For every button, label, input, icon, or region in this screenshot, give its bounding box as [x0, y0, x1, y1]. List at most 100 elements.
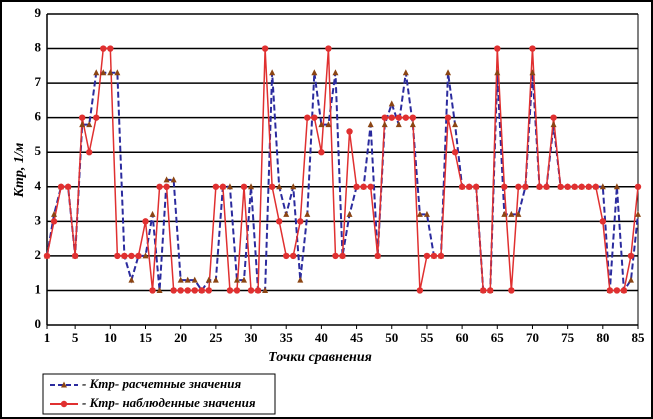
marker: [599, 218, 607, 225]
legend-marker: [61, 381, 67, 388]
marker: [452, 121, 459, 128]
marker: [233, 287, 241, 294]
marker: [606, 287, 614, 294]
marker: [550, 114, 557, 121]
marker: [121, 252, 128, 260]
marker: [93, 69, 100, 76]
marker: [360, 183, 367, 190]
marker: [388, 114, 395, 121]
marker: [437, 252, 445, 260]
marker: [381, 114, 388, 121]
marker: [184, 287, 191, 294]
marker: [571, 183, 578, 190]
marker: [149, 287, 156, 294]
x-tick-label: 65: [491, 330, 505, 345]
marker: [445, 69, 452, 76]
y-tick-label: 9: [35, 5, 42, 20]
marker: [311, 69, 318, 76]
marker: [536, 183, 543, 190]
marker: [543, 183, 550, 190]
marker: [226, 287, 234, 294]
marker: [254, 287, 262, 294]
marker: [283, 252, 290, 260]
marker: [494, 45, 501, 52]
x-tick-label: 50: [385, 330, 398, 345]
marker: [423, 210, 430, 217]
marker: [163, 183, 170, 190]
marker: [325, 45, 332, 52]
marker: [191, 287, 198, 294]
marker: [311, 114, 318, 121]
marker: [50, 218, 58, 225]
marker: [100, 45, 107, 52]
marker: [353, 183, 360, 190]
marker: [51, 210, 58, 217]
marker: [339, 252, 346, 260]
marker: [184, 276, 191, 283]
marker: [494, 69, 501, 76]
marker: [100, 69, 107, 76]
marker: [508, 210, 515, 217]
x-tick-label: 10: [104, 330, 117, 345]
marker: [430, 252, 438, 260]
marker: [592, 183, 599, 190]
marker: [135, 252, 142, 260]
marker: [219, 183, 227, 190]
y-tick-label: 3: [35, 212, 42, 227]
marker: [268, 183, 276, 190]
marker: [423, 252, 431, 260]
x-tick-label: 1: [44, 330, 51, 345]
marker: [635, 210, 641, 217]
marker: [318, 149, 325, 156]
marker: [191, 276, 198, 283]
marker: [501, 210, 508, 217]
marker: [275, 218, 283, 225]
marker: [367, 183, 374, 190]
marker: [128, 276, 135, 283]
marker: [620, 287, 628, 294]
y-tick-label: 1: [35, 281, 42, 296]
marker: [332, 252, 339, 260]
marker: [402, 114, 410, 121]
x-tick-label: 20: [174, 330, 187, 345]
marker: [480, 287, 487, 294]
marker: [304, 114, 311, 121]
marker: [114, 252, 121, 260]
x-tick-label: 75: [561, 330, 575, 345]
x-tick-label: 40: [315, 330, 328, 345]
marker: [402, 69, 409, 76]
x-tick-label: 25: [209, 330, 223, 345]
marker: [290, 252, 297, 260]
marker: [177, 276, 184, 283]
legend-box: [42, 373, 276, 415]
marker: [142, 218, 149, 225]
marker: [487, 287, 494, 294]
marker: [613, 287, 621, 294]
marker: [367, 121, 374, 128]
marker: [395, 121, 402, 128]
y-tick-label: 4: [35, 178, 42, 193]
marker: [128, 252, 135, 260]
marker: [269, 69, 276, 76]
marker: [198, 287, 205, 294]
marker: [416, 287, 424, 294]
marker: [114, 69, 121, 76]
marker: [241, 276, 247, 283]
marker: [86, 121, 93, 128]
marker: [233, 276, 240, 283]
marker: [262, 286, 269, 293]
marker: [71, 252, 79, 260]
x-tick-label: 55: [420, 330, 434, 345]
y-tick-label: 7: [35, 74, 42, 89]
marker: [79, 121, 86, 128]
marker: [557, 183, 564, 190]
marker: [290, 183, 297, 190]
marker: [248, 183, 255, 190]
x-tick-label: 80: [596, 330, 609, 345]
marker: [444, 114, 452, 121]
marker: [395, 114, 402, 121]
marker: [332, 69, 339, 76]
marker: [86, 149, 93, 156]
marker: [634, 183, 642, 190]
